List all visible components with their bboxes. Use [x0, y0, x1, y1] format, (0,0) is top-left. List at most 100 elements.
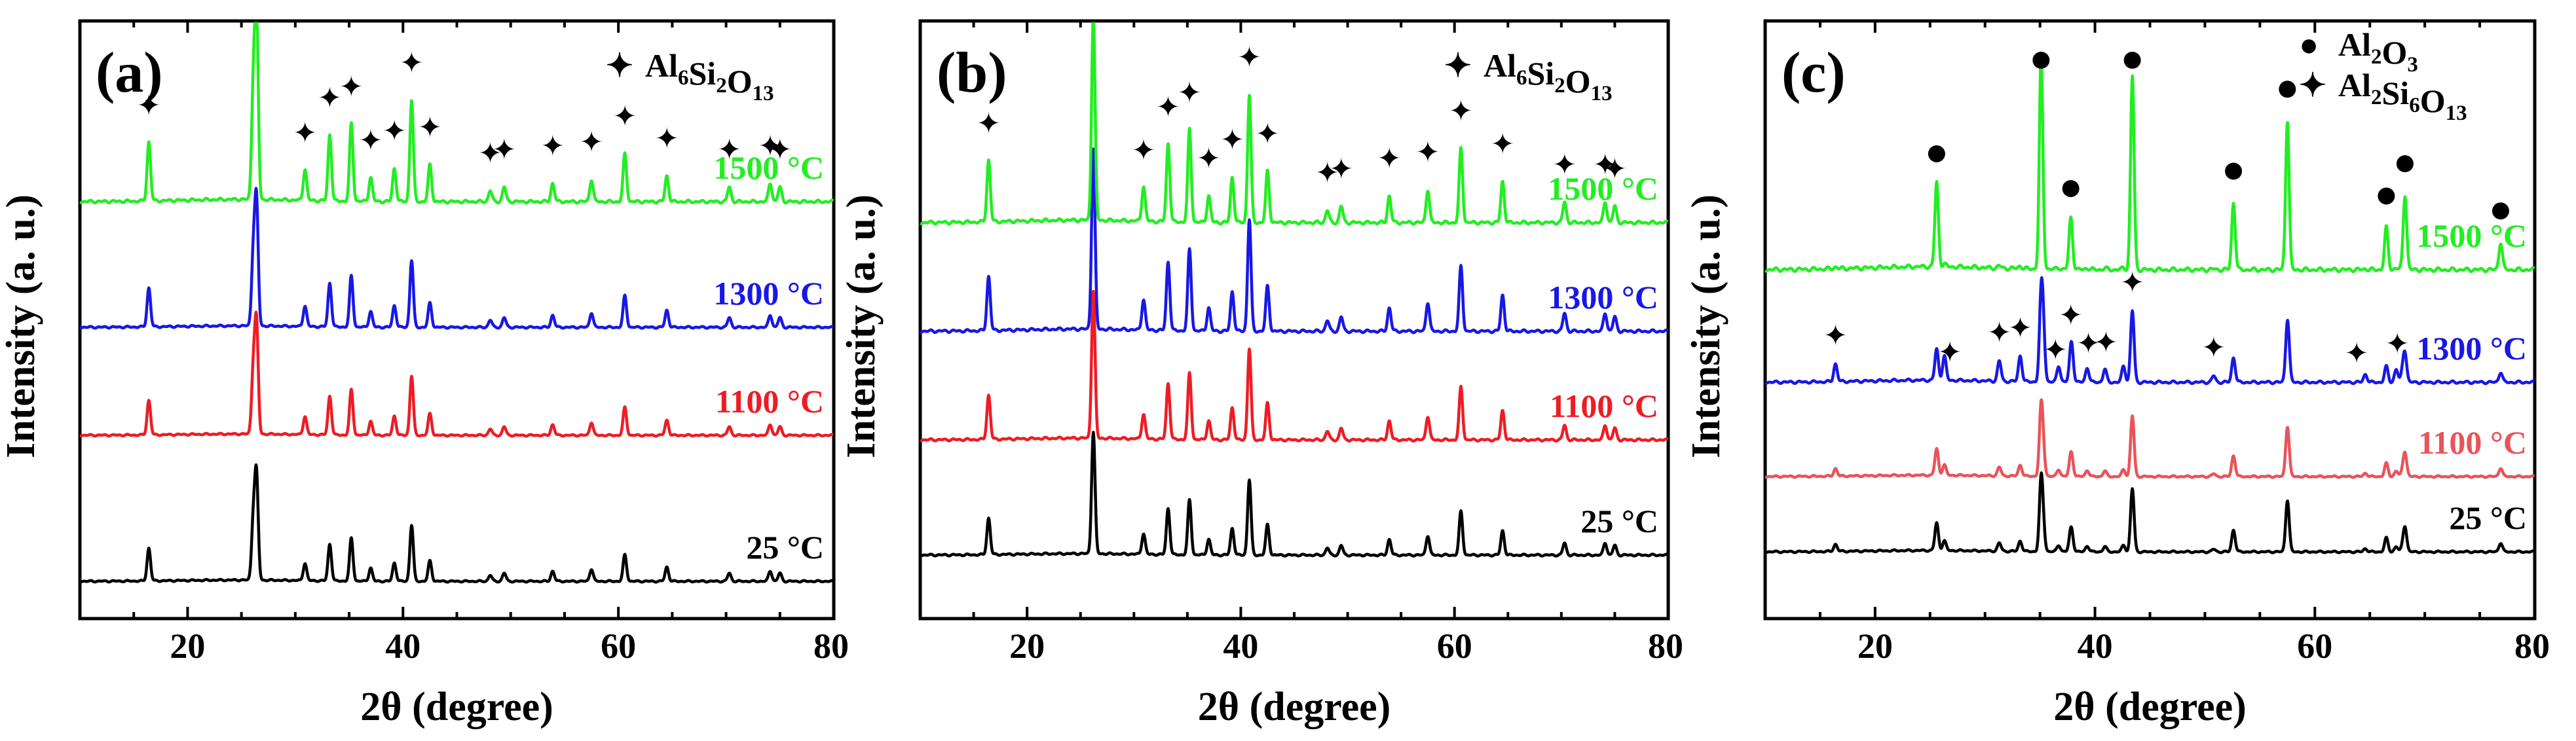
x-tick-label: 20 [170, 626, 205, 666]
y-axis-title: Intensity (a. u.) [0, 194, 43, 458]
x-tick-label: 80 [2514, 626, 2550, 666]
star-marker: ✦ [1220, 124, 1244, 156]
star-marker: ✦ [655, 123, 679, 155]
chart-panel-3: 20 40 60 80 2θ (degree) Intensity (a. u.) (c) ●… [1684, 19, 2550, 729]
plot-frame [918, 19, 1670, 621]
star-marker: ✦ [758, 130, 783, 162]
star-marker: ✦ [1449, 96, 1473, 128]
x-tick-label: 60 [1437, 626, 1472, 666]
star-marker: ✦ [1178, 77, 1202, 109]
series-label: 1300 °C [1548, 279, 1658, 316]
star-marker: ✦ [2008, 312, 2032, 344]
series-label: 1500 °C [2416, 217, 2527, 254]
panel-label: (b) [937, 41, 1007, 105]
series-line-1300 [79, 187, 834, 330]
star-marker: ✦ [717, 134, 741, 166]
x-tick-label: 80 [1648, 626, 1683, 666]
series-line-25 [1764, 471, 2535, 554]
star-marker: ✦ [1415, 137, 1440, 169]
legend-label: Al2O3 [2338, 26, 2418, 77]
star-marker: ✦ [2120, 267, 2144, 299]
series-label: 25 °C [1580, 503, 1658, 539]
x-tick-label: 60 [601, 626, 636, 666]
legend-star-icon: ✦ [1444, 47, 1472, 84]
circle-marker [2396, 155, 2414, 173]
x-tick-label: 80 [813, 626, 849, 666]
x-axis-title: 2θ (degree) [2053, 685, 2247, 729]
star-marker: ✦ [2094, 327, 2118, 359]
series-label: 25 °C [2449, 499, 2527, 536]
series-line-1300 [919, 147, 1669, 334]
star-marker: ✦ [1156, 91, 1180, 123]
series-label: 1100 °C [2418, 424, 2527, 461]
star-marker: ✦ [339, 71, 364, 103]
series-label: 1300 °C [713, 275, 824, 312]
legend-star-icon: ✦ [606, 47, 633, 84]
circle-marker [2062, 180, 2080, 198]
star-marker: ✦ [1377, 143, 1402, 175]
legend-label: Al6Si2O13 [645, 47, 774, 105]
legend-circle-icon: ● [2299, 26, 2319, 63]
star-marker: ✦ [2044, 334, 2068, 367]
x-axis-title: 2θ (degree) [360, 685, 553, 729]
star-marker: ✦ [1132, 134, 1156, 166]
series-label: 1500 °C [1548, 170, 1658, 207]
star-marker: ✦ [1329, 153, 1353, 185]
star-marker: ✦ [400, 47, 424, 79]
x-tick-label: 40 [1223, 626, 1258, 666]
x-tick-label: 20 [1857, 626, 1893, 666]
star-marker: ✦ [1491, 128, 1515, 160]
star-marker: ✦ [1256, 118, 1280, 150]
x-tick-label: 20 [1009, 626, 1045, 666]
star-marker: ✦ [1823, 320, 1848, 352]
star-marker: ✦ [1315, 157, 1339, 189]
circle-marker [2279, 81, 2296, 98]
star-marker: ✦ [383, 115, 407, 147]
series-line-1500 [79, 22, 834, 205]
series-line-1500 [1764, 53, 2535, 274]
series-line-1100 [919, 289, 1669, 443]
panel-label: (c) [1782, 41, 1846, 105]
star-marker: ✦ [1237, 42, 1261, 74]
legend-star-icon: ✦ [2299, 67, 2326, 103]
series-line-25 [919, 431, 1669, 558]
legend-label: Al6Si2O13 [1484, 47, 1613, 105]
star-marker: ✦ [768, 134, 792, 166]
star-marker: ✦ [977, 108, 1001, 140]
series-label: 1100 °C [715, 383, 824, 420]
series-line-1100 [79, 310, 834, 438]
series-line-25 [79, 463, 834, 584]
star-marker: ✦ [418, 112, 442, 144]
star-marker: ✦ [137, 90, 161, 122]
star-marker: ✦ [2201, 332, 2226, 364]
star-marker: ✦ [540, 130, 565, 162]
star-marker: ✦ [1197, 143, 1221, 175]
plot-frame [78, 19, 836, 621]
star-marker: ✦ [2076, 327, 2100, 359]
series-label: 1100 °C [1550, 388, 1658, 424]
series-label: 1300 °C [2416, 330, 2527, 367]
y-axis-title: Intensity (a. u.) [839, 194, 884, 458]
star-marker: ✦ [1938, 336, 1962, 369]
star-marker: ✦ [1603, 153, 1627, 185]
x-tick-label: 40 [2078, 626, 2113, 666]
series-line-1300 [1764, 276, 2535, 386]
x-axis-title: 2θ (degree) [1198, 685, 1391, 729]
star-marker: ✦ [492, 134, 516, 166]
series-label: 25 °C [746, 529, 824, 566]
series-line-1500 [919, 22, 1669, 226]
star-marker: ✦ [2059, 299, 2083, 331]
legend-label: Al2Si6O13 [2338, 67, 2467, 125]
x-tick-label: 40 [385, 626, 420, 666]
star-marker: ✦ [1593, 149, 1617, 181]
y-axis-title: Intensity (a. u.) [1684, 194, 1728, 458]
star-marker: ✦ [580, 126, 604, 158]
star-marker: ✦ [318, 82, 342, 114]
series-label: 1500 °C [713, 149, 824, 186]
star-marker: ✦ [293, 117, 317, 149]
circle-marker [2032, 52, 2050, 69]
circle-marker [1928, 145, 1945, 162]
